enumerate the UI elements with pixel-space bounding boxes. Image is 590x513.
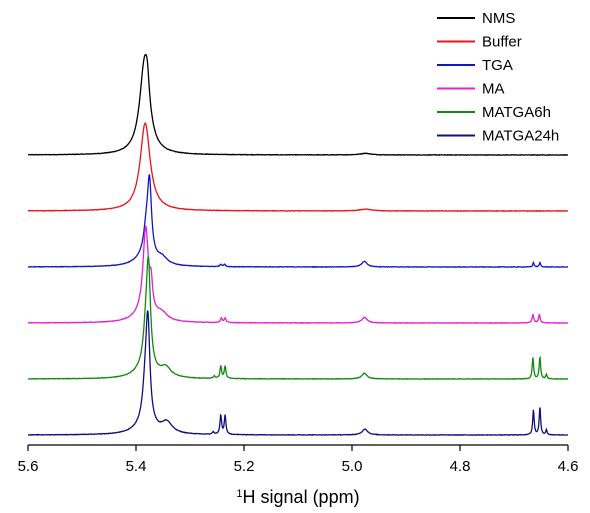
x-axis-ticks: 5.6 5.4 5.2 5.0 4.8 4.6 (18, 445, 579, 475)
legend-label: MATGA6h (482, 104, 551, 121)
x-tick-label: 5.4 (126, 458, 147, 475)
x-axis-title: 1H signal (ppm) (236, 487, 359, 507)
x-axis-title-text: H signal (ppm) (243, 487, 360, 507)
legend-label: NMS (482, 10, 515, 27)
legend-label: TGA (482, 57, 513, 74)
spectra-curves (27, 53, 569, 437)
legend-label: MA (482, 81, 505, 98)
series-line-tga (27, 173, 569, 269)
x-axis-title-superscript: 1 (236, 488, 242, 500)
x-tick-label: 5.0 (342, 458, 363, 475)
legend-label: MATGA24h (482, 128, 559, 145)
x-tick-label: 5.6 (18, 458, 39, 475)
series-line-nms (27, 53, 569, 157)
x-tick-label: 5.2 (234, 458, 255, 475)
series-line-matga6h (27, 255, 569, 381)
x-tick-label: 4.8 (450, 458, 471, 475)
series-line-buffer (27, 122, 569, 213)
series-line-matga24h (27, 310, 569, 437)
x-tick-label: 4.6 (558, 458, 579, 475)
series-line-ma (27, 224, 569, 325)
legend: NMS Buffer TGA MA MATGA6h MATGA24h (437, 10, 559, 145)
legend-label: Buffer (482, 34, 522, 51)
